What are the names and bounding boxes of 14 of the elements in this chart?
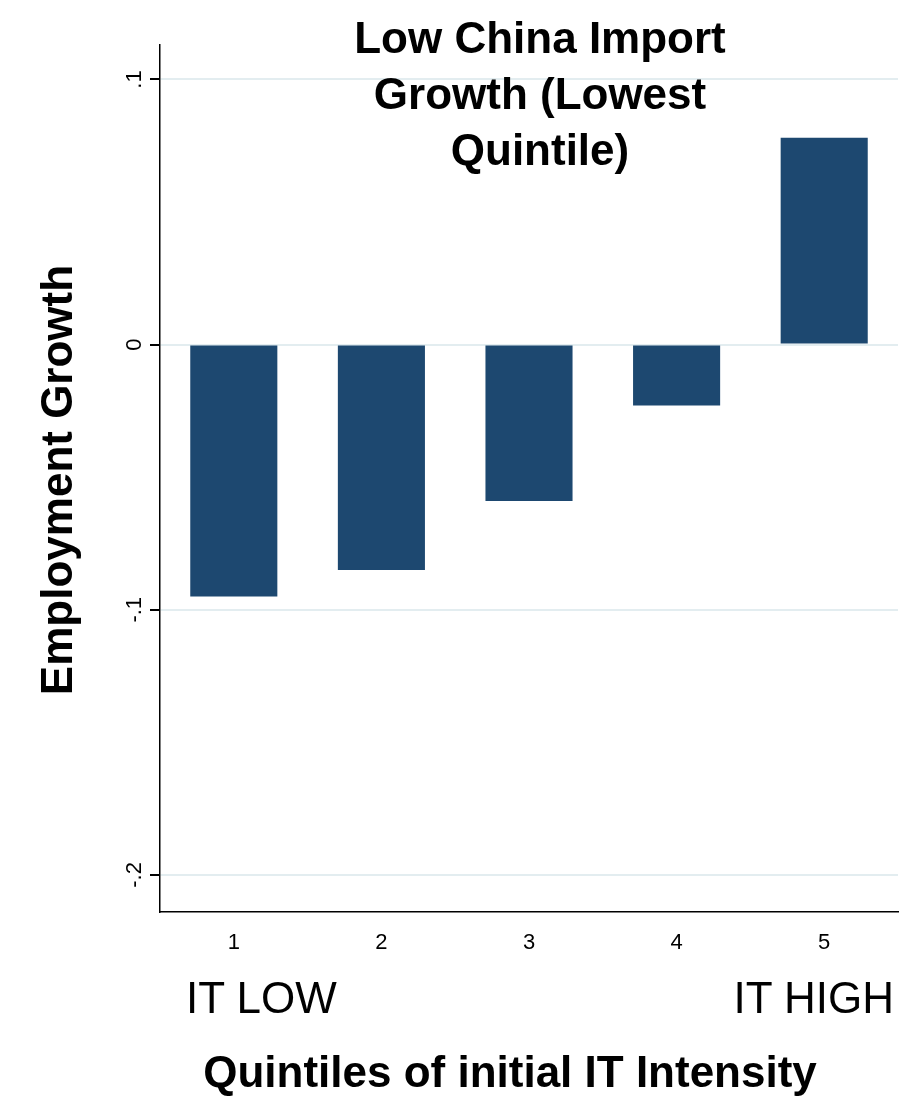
x-axis-title: Quintiles of initial IT Intensity: [203, 1047, 817, 1097]
y-tick-label: 0: [121, 338, 147, 351]
text: Low China Import Growth (Lowest Quintile): [353, 12, 727, 176]
y-tick-label: .1: [121, 70, 147, 89]
x-tick-label: 1: [227, 929, 240, 955]
text: IT LOW: [186, 973, 337, 1023]
y-axis-title: Employment Growth: [32, 264, 82, 696]
y-tick-label: -.2: [121, 862, 147, 888]
x-tick-label: 2: [375, 929, 388, 955]
x-tick-label: 4: [670, 929, 683, 955]
x-tick-label: 3: [522, 929, 536, 955]
y-tick-label: -.1: [121, 596, 147, 623]
x-tick-label: 5: [818, 929, 831, 955]
text: IT HIGH: [733, 973, 894, 1023]
